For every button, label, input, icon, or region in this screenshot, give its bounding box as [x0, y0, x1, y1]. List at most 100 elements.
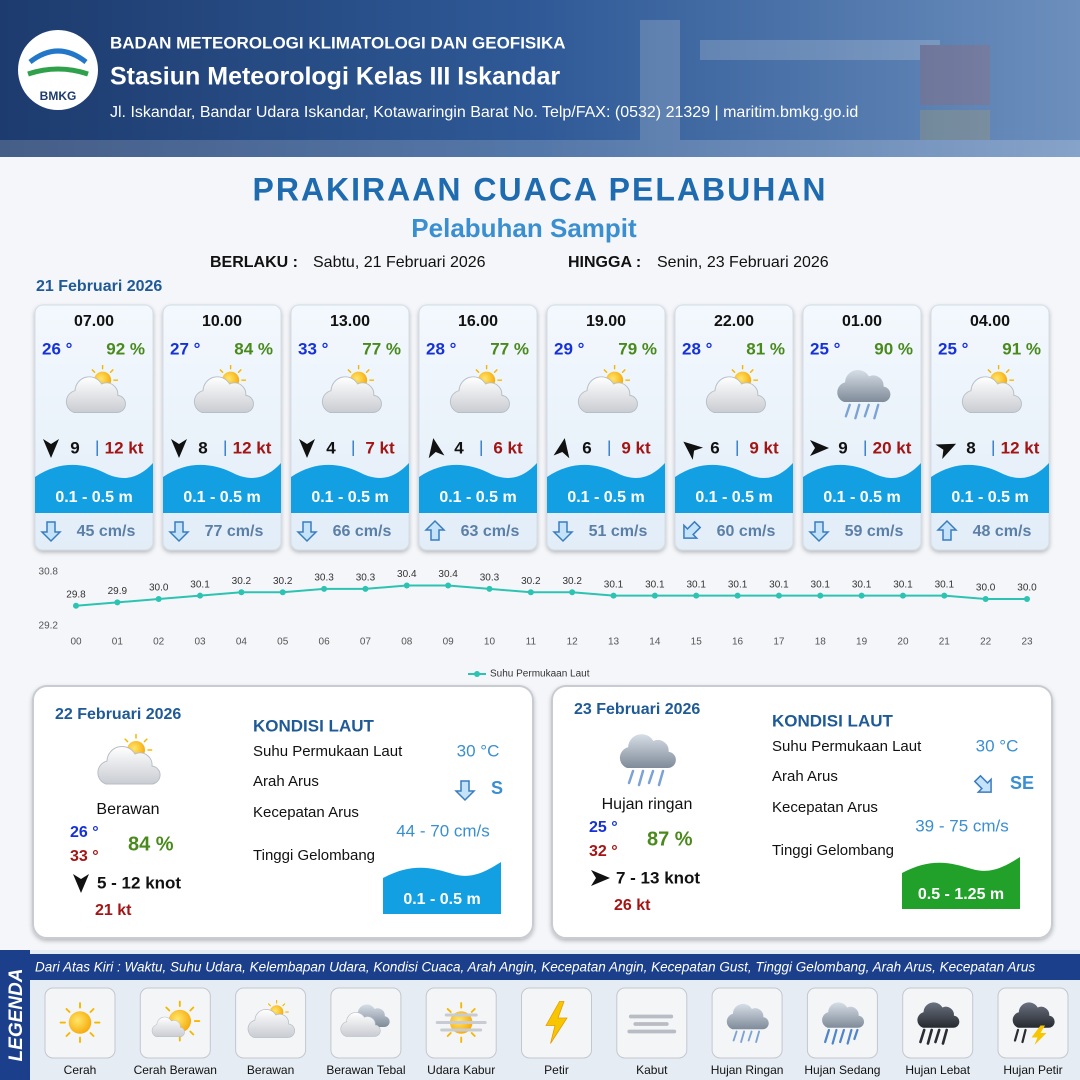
- day-gust: 26 kt: [614, 897, 651, 914]
- day-temp-max: 33 °: [70, 848, 99, 865]
- sst-point: [899, 592, 906, 599]
- sst-value-label: 30.1: [935, 579, 955, 590]
- sst-point: [362, 585, 369, 592]
- header-decor: [0, 20, 1080, 157]
- x-tick-label: 09: [443, 637, 455, 648]
- sst-value-label: 30.2: [521, 576, 541, 587]
- x-tick-label: 02: [153, 637, 165, 648]
- x-tick-label: 14: [649, 637, 661, 648]
- sst-point: [734, 592, 741, 599]
- sst-point: [610, 592, 617, 599]
- valid-from: Sabtu, 21 Februari 2026: [313, 254, 486, 271]
- valid-to: Senin, 23 Februari 2026: [657, 254, 829, 271]
- sst-value-label: 30.1: [811, 579, 831, 590]
- x-tick-label: 05: [277, 637, 289, 648]
- card-current: 59 cm/s: [845, 523, 904, 540]
- sea-title: KONDISI LAUT: [253, 716, 375, 735]
- x-tick-label: 15: [691, 637, 703, 648]
- sst-point: [941, 592, 948, 599]
- x-tick-label: 13: [608, 637, 620, 648]
- legend-item-label: Hujan Sedang: [804, 1063, 880, 1077]
- day-temp-min: 26 °: [70, 824, 99, 841]
- legend-item-label: Hujan Lebat: [905, 1063, 970, 1077]
- x-tick-label: 08: [401, 637, 413, 648]
- sea-label: Tinggi Gelombang: [772, 842, 894, 859]
- valid-from-label: BERLAKU :: [210, 254, 298, 271]
- organization: BADAN METEOROLOGI KLIMATOLOGI DAN GEOFIS…: [110, 33, 566, 52]
- day-wind: 7 - 13 knot: [616, 868, 700, 887]
- card-humidity: 92 %: [106, 339, 145, 358]
- legend-item-label: Hujan Petir: [1003, 1063, 1062, 1077]
- sst-value-label: 30.0: [149, 583, 169, 594]
- card-wave: 0.1 - 0.5 m: [311, 489, 388, 506]
- y-tick-label: 30.8: [39, 567, 59, 578]
- x-tick-label: 00: [70, 637, 82, 648]
- card-current: 48 cm/s: [973, 523, 1032, 540]
- card-time: 19.00: [586, 313, 626, 330]
- x-tick-label: 17: [773, 637, 785, 648]
- wave-area: [803, 463, 921, 513]
- card-current: 45 cm/s: [77, 523, 136, 540]
- card-gust: 9 kt: [749, 438, 779, 457]
- sst-point: [114, 599, 121, 606]
- card-humidity: 77 %: [490, 339, 529, 358]
- day-panel: 23 Februari 2026 Hujan ringan 25 ° 32 ° 87 %…: [551, 685, 1053, 939]
- sst-value-label: 30.1: [686, 579, 706, 590]
- sst-value-label: 30.1: [893, 579, 913, 590]
- card-gust: 7 kt: [365, 438, 395, 457]
- x-tick-label: 01: [112, 637, 124, 648]
- sst-point: [321, 585, 328, 592]
- separator: |: [351, 437, 355, 456]
- card-temp: 27 °: [170, 339, 201, 358]
- legend-side: [0, 950, 30, 1080]
- card-time: 01.00: [842, 313, 882, 330]
- y-tick-label: 29.2: [39, 621, 59, 632]
- card-temp: 26 °: [42, 339, 73, 358]
- x-tick-label: 22: [980, 637, 992, 648]
- sst-value-label: 29.8: [66, 589, 86, 600]
- logo-text: BMKG: [40, 89, 77, 103]
- sst-point: [858, 592, 865, 599]
- card-wave: 0.1 - 0.5 m: [567, 489, 644, 506]
- sst-point: [1024, 596, 1030, 602]
- subtitle: Pelabuhan Sampit: [411, 213, 637, 243]
- sea-wave: 0.1 - 0.5 m: [403, 891, 480, 908]
- x-tick-label: 18: [815, 637, 827, 648]
- sea-label: Kecepatan Arus: [253, 804, 359, 821]
- x-tick-label: 12: [567, 637, 579, 648]
- sst-chart: 29.2 30.8 00 01 02 03 04 05 06 07 08 09 10 11 12 13 14 15…: [39, 567, 1038, 680]
- header-bg: [0, 0, 1080, 157]
- sea-current-speed: 44 - 70 cm/s: [396, 821, 490, 840]
- sea-label: Tinggi Gelombang: [253, 847, 375, 864]
- card-wind: 6: [582, 438, 591, 457]
- day-gust: 21 kt: [95, 902, 132, 919]
- sst-point: [817, 592, 824, 599]
- sst-point: [569, 589, 576, 596]
- day-weather: Berawan: [96, 801, 159, 818]
- x-tick-label: 03: [194, 637, 206, 648]
- sst-value-label: 30.4: [438, 569, 458, 580]
- card-gust: 12 kt: [105, 438, 144, 457]
- sst-point: [197, 592, 204, 599]
- legend-item-label: Hujan Ringan: [711, 1063, 784, 1077]
- x-tick-label: 21: [939, 637, 951, 648]
- title: PRAKIRAAN CUACA PELABUHAN: [252, 171, 827, 207]
- x-tick-label: 10: [484, 637, 496, 648]
- day-humidity: 87 %: [647, 828, 693, 850]
- x-tick-label: 11: [526, 637, 537, 648]
- sst-value-label: 30.1: [645, 579, 665, 590]
- wave-area: [547, 463, 665, 513]
- day-temp-max: 32 °: [589, 843, 618, 860]
- card-humidity: 79 %: [618, 339, 657, 358]
- wave-area: [931, 463, 1049, 513]
- sea-sst: 30 °C: [976, 736, 1019, 755]
- sst-point: [238, 589, 245, 596]
- wave-box: [383, 862, 501, 914]
